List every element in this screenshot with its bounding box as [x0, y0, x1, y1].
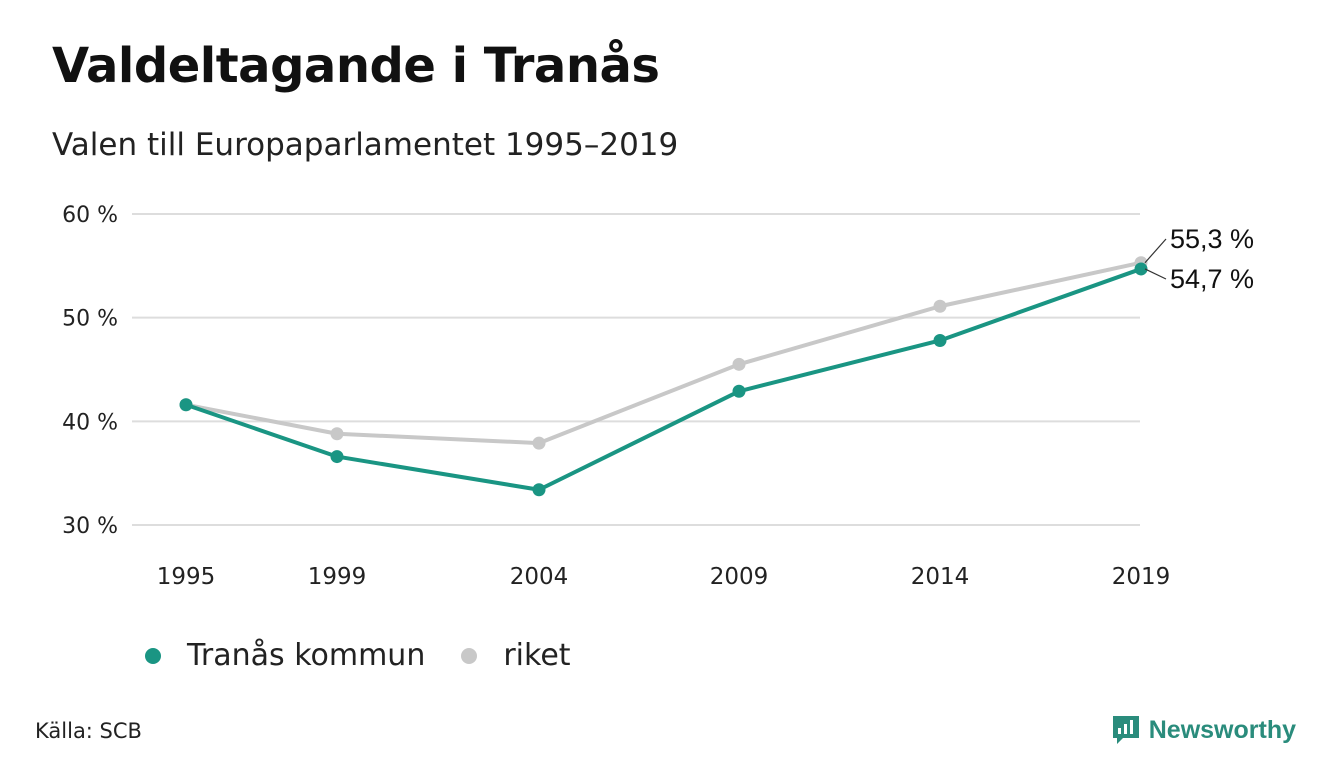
end-label-leader-tran-s-kommun	[1144, 268, 1167, 280]
brand-name: Newsworthy	[1148, 715, 1296, 744]
data-point-tran-s-kommun-2014	[933, 333, 947, 347]
brand: Newsworthy	[1111, 714, 1296, 746]
data-point-tran-s-kommun-1995	[179, 398, 193, 412]
legend: Tranås kommun riket	[145, 638, 607, 673]
source-note: Källa: SCB	[35, 719, 142, 743]
legend-label-riket: riket	[503, 638, 571, 673]
x-tick-label: 2009	[710, 564, 769, 590]
data-point-tran-s-kommun-2004	[532, 483, 546, 497]
x-tick-label: 2019	[1112, 564, 1171, 590]
legend-marker-riket	[461, 647, 478, 664]
y-tick-label: 40 %	[62, 410, 118, 435]
data-point-tran-s-kommun-1999	[330, 450, 344, 464]
y-tick-label: 50 %	[62, 307, 118, 332]
series-line-riket	[184, 260, 1143, 446]
y-tick-label: 60 %	[62, 203, 118, 228]
end-label-riket: 55,3 %	[1170, 224, 1254, 254]
series-tran-s-kommun	[179, 262, 1148, 497]
x-tick-label: 2004	[510, 564, 569, 590]
legend-marker-tranas	[145, 647, 161, 664]
x-tick-label: 1999	[308, 564, 367, 590]
end-label-leader-riket	[1144, 238, 1167, 264]
chart-title: Valdeltagande i Tranås	[52, 38, 660, 94]
data-point-riket-2009	[732, 357, 746, 371]
x-tick-label: 1995	[157, 564, 216, 590]
x-axis-ticks: 1995 1999 2004 2009 2014 2019	[157, 564, 1171, 590]
newsworthy-logo-icon	[1112, 716, 1139, 744]
y-axis-ticks: 30 % 40 % 50 % 60 %	[62, 203, 118, 539]
chart-subtitle: Valen till Europaparlamentet 1995–2019	[52, 127, 679, 163]
end-labels: 55,3 % 54,7 %	[1144, 224, 1254, 294]
legend-label-tranas: Tranås kommun	[187, 638, 426, 673]
data-point-riket-1999	[330, 427, 344, 441]
legend-item-riket: riket	[461, 638, 571, 673]
data-point-riket-2014	[933, 299, 947, 313]
series-line-tran-s-kommun	[184, 266, 1143, 492]
y-tick-label: 30 %	[62, 514, 118, 539]
series-layer	[179, 256, 1148, 497]
x-tick-label: 2014	[911, 564, 970, 590]
legend-item-tranas: Tranås kommun	[145, 638, 425, 673]
data-point-riket-2004	[532, 436, 546, 450]
end-label-tran-s-kommun: 54,7 %	[1170, 264, 1254, 294]
data-point-tran-s-kommun-2009	[732, 384, 746, 398]
grid-lines	[132, 213, 1140, 526]
data-point-tran-s-kommun-2019	[1134, 262, 1148, 276]
